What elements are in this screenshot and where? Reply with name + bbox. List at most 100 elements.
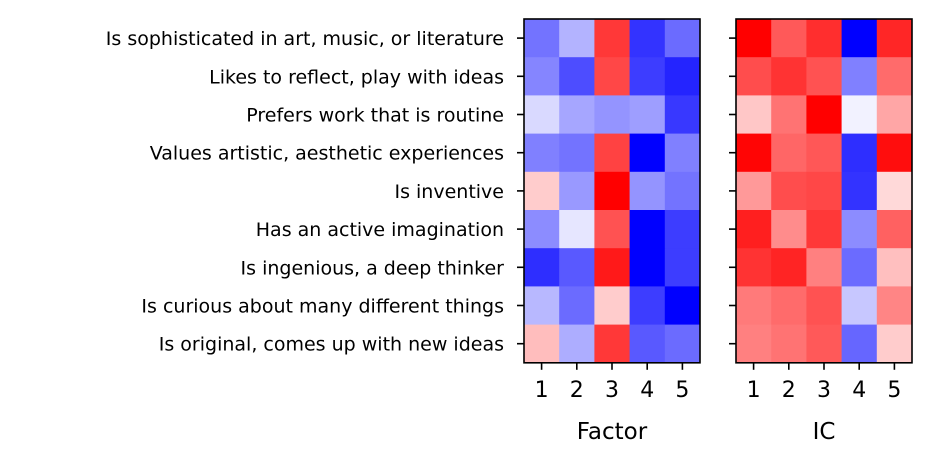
heatmap-cell <box>771 133 807 173</box>
heatmap-cell <box>771 19 807 58</box>
row-label: Is inventive <box>394 181 504 203</box>
heatmap-cell <box>559 95 595 135</box>
heatmap-cell <box>559 248 595 287</box>
x-axis-label: Factor <box>577 419 648 445</box>
heatmap-cell <box>771 95 807 135</box>
heatmap-cell <box>841 19 878 58</box>
heatmap-cell <box>771 210 807 249</box>
heatmap-cell <box>629 57 666 96</box>
heatmap-cell <box>524 286 560 326</box>
heatmap-cell <box>771 248 807 287</box>
heatmap-cell <box>841 210 878 249</box>
heatmap-cell <box>806 210 843 249</box>
heatmap-cell <box>806 286 843 326</box>
heatmap-cell <box>524 210 560 249</box>
heatmap-cell <box>771 171 807 211</box>
row-label: Is curious about many different things <box>141 296 504 318</box>
heatmap-cell <box>841 57 878 96</box>
heatmap-cell <box>524 324 560 364</box>
heatmap-cell <box>876 324 913 364</box>
heatmap-cell <box>594 19 631 58</box>
heatmap-cell <box>559 324 595 364</box>
heatmap-cell <box>664 324 701 364</box>
heatmap-cell <box>736 19 772 58</box>
heatmap-cell <box>876 95 913 135</box>
heatmap-cell <box>629 286 666 326</box>
x-tick-label: 4 <box>852 378 866 403</box>
heatmap-cell <box>664 57 701 96</box>
row-label: Is original, comes up with new ideas <box>159 334 504 356</box>
heatmap-cell <box>664 286 701 326</box>
heatmap-cell <box>524 95 560 135</box>
heatmap-cell <box>664 95 701 135</box>
heatmap-cell <box>664 133 701 173</box>
heatmap-cell <box>806 19 843 58</box>
heatmap-cell <box>841 133 878 173</box>
heatmap-cell <box>594 95 631 135</box>
heatmap-cell <box>629 133 666 173</box>
heatmap-cell <box>664 171 701 211</box>
heatmap-cell <box>664 210 701 249</box>
heatmap-cell <box>594 286 631 326</box>
heatmap-cell <box>736 95 772 135</box>
heatmap-cell <box>629 248 666 287</box>
heatmap-cell <box>524 57 560 96</box>
x-tick-label: 5 <box>887 378 901 403</box>
heatmap-cell <box>841 248 878 287</box>
heatmap-cell <box>664 19 701 58</box>
heatmap-cell <box>524 19 560 58</box>
heatmap-cell <box>736 286 772 326</box>
x-axis-label: IC <box>813 419 836 445</box>
row-label: Prefers work that is routine <box>246 105 504 127</box>
heatmap-cell <box>559 57 595 96</box>
x-tick-label: 3 <box>605 378 619 403</box>
heatmap-cell <box>524 133 560 173</box>
factor-panel: 1 2 3 4 5 Factor <box>517 18 701 445</box>
heatmap-cell <box>806 133 843 173</box>
heatmap-cell <box>629 95 666 135</box>
heatmap-cell <box>736 210 772 249</box>
heatmap-cell <box>559 171 595 211</box>
row-label: Is sophisticated in art, music, or liter… <box>106 28 504 50</box>
heatmap-cell <box>841 324 878 364</box>
heatmap-cell <box>524 248 560 287</box>
heatmap-cell <box>524 171 560 211</box>
row-labels: Is sophisticated in art, music, or liter… <box>106 28 504 356</box>
heatmap-cell <box>594 171 631 211</box>
heatmap-cell <box>736 248 772 287</box>
heatmap-cell <box>841 286 878 326</box>
heatmap-cell <box>771 57 807 96</box>
heatmap-cell <box>771 286 807 326</box>
heatmap-cell <box>629 171 666 211</box>
heatmap-cell <box>629 19 666 58</box>
heatmap-cell <box>876 286 913 326</box>
x-tick-label: 4 <box>640 378 654 403</box>
heatmap-cell <box>736 324 772 364</box>
heatmap-cell <box>876 248 913 287</box>
heatmap-cell <box>594 57 631 96</box>
heatmap-cell <box>559 286 595 326</box>
heatmap-cell <box>594 133 631 173</box>
heatmap-cell <box>806 95 843 135</box>
heatmap-cell <box>841 95 878 135</box>
x-tick-label: 2 <box>570 378 584 403</box>
heatmap-cell <box>594 210 631 249</box>
heatmap-cell <box>736 57 772 96</box>
heatmap-cell <box>876 133 913 173</box>
x-tick-label: 1 <box>747 378 761 403</box>
heatmap-cell <box>736 171 772 211</box>
heatmap-cell <box>876 171 913 211</box>
heatmap-cell <box>629 324 666 364</box>
row-label: Values artistic, aesthetic experiences <box>150 143 504 165</box>
heatmap-cell <box>806 324 843 364</box>
heatmap-cell <box>876 57 913 96</box>
heatmap-cell <box>629 210 666 249</box>
heatmap-cell <box>594 248 631 287</box>
heatmap-cell <box>559 19 595 58</box>
heatmap-cell <box>876 19 913 58</box>
row-label: Has an active imagination <box>256 219 504 241</box>
heatmap-cell <box>664 248 701 287</box>
row-label: Is ingenious, a deep thinker <box>241 257 505 279</box>
heatmap-cell <box>736 133 772 173</box>
